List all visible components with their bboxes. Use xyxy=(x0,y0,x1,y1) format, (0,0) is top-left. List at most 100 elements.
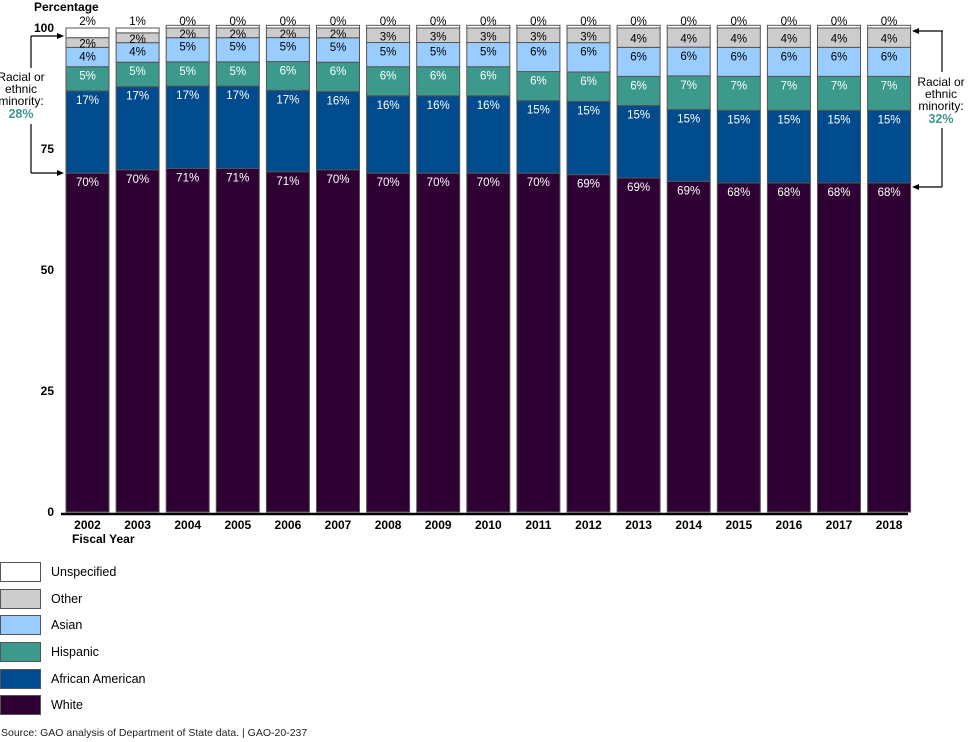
bar-2014 xyxy=(666,24,711,513)
bar-segment-african-american xyxy=(516,100,561,174)
segment-label: 15% xyxy=(727,114,750,126)
bar-segment-african-american xyxy=(165,85,210,169)
bar-segment-african-american xyxy=(265,89,310,173)
minority-annotation-left: Racial or ethnic minority: 28% xyxy=(0,33,64,176)
segment-label: 4% xyxy=(680,34,697,46)
segment-label: 0% xyxy=(480,16,497,28)
segment-label: 69% xyxy=(577,179,600,191)
segment-label: 0% xyxy=(730,16,747,28)
annotation-right-line2: ethnic xyxy=(925,87,957,101)
segment-label: 70% xyxy=(126,174,149,186)
bar-2005 xyxy=(215,24,260,513)
bar-segment-hispanic xyxy=(766,75,811,111)
bar-segment-unspecified xyxy=(616,24,661,29)
bar-segment-asian xyxy=(716,46,761,77)
segment-label: 5% xyxy=(229,42,246,54)
bar-segment-unspecified xyxy=(666,24,711,29)
y-tick-label: 25 xyxy=(41,384,55,398)
segment-label: 17% xyxy=(176,90,199,102)
bar-2003 xyxy=(115,27,160,513)
segment-label: 6% xyxy=(881,51,898,63)
legend-item-african-american: African American xyxy=(0,665,145,692)
bar-segment-african-american xyxy=(115,86,160,171)
segment-label: 2% xyxy=(79,16,96,28)
bar-segment-hispanic xyxy=(65,66,110,92)
bar-segment-unspecified xyxy=(867,24,912,29)
x-tick-label: 2015 xyxy=(725,518,752,532)
segment-label: 71% xyxy=(276,176,299,188)
bar-segment-white xyxy=(566,174,611,513)
x-tick-label: 2017 xyxy=(826,518,853,532)
segment-label: 6% xyxy=(430,71,447,83)
legend-item-unspecified: Unspecified xyxy=(0,559,145,586)
bar-segment-unspecified xyxy=(316,24,360,29)
segment-label: 0% xyxy=(831,16,848,28)
bar-segment-unspecified xyxy=(115,27,160,34)
x-tick-label: 2007 xyxy=(325,518,352,532)
annotation-right-line3: minority: xyxy=(918,99,963,113)
segment-label: 15% xyxy=(827,114,850,126)
bar-segment-white xyxy=(215,167,260,513)
segment-label: 2% xyxy=(229,29,246,41)
segment-label: 0% xyxy=(229,16,246,28)
segment-label: 71% xyxy=(226,172,249,184)
bar-2016 xyxy=(766,24,811,513)
bar-2018 xyxy=(867,24,912,513)
legend-label: Asian xyxy=(51,618,83,633)
segment-label: 17% xyxy=(276,94,299,106)
segment-label: 0% xyxy=(530,16,547,28)
bar-segment-african-american xyxy=(766,109,811,184)
bar-segment-african-american xyxy=(817,109,861,184)
x-tick-label: 2013 xyxy=(625,518,652,532)
segment-label: 69% xyxy=(677,185,700,197)
bar-segment-unspecified xyxy=(65,27,110,39)
bar-segment-white xyxy=(716,182,761,513)
legend-item-asian: Asian xyxy=(0,612,145,639)
bar-segment-african-american xyxy=(466,95,511,174)
bar-segment-unspecified xyxy=(466,24,511,29)
bar-2017 xyxy=(817,24,861,513)
x-axis-ticks: 2002 2003 2004 2005 2006 2007 2008 2009 2010 2011… xyxy=(74,518,903,532)
segment-label: 15% xyxy=(627,109,650,121)
x-tick-label: 2009 xyxy=(425,518,452,532)
bar-segment-white xyxy=(265,171,310,513)
segment-label: 0% xyxy=(580,16,597,28)
arrow-left-bottom xyxy=(57,170,64,176)
source-note: Source: GAO analysis of Department of St… xyxy=(1,727,308,739)
bar-2010 xyxy=(466,24,511,513)
x-tick-label: 2002 xyxy=(74,518,101,532)
segment-label: 7% xyxy=(730,80,747,92)
segment-label: 70% xyxy=(326,174,349,186)
legend-label: Other xyxy=(51,591,83,606)
bar-segment-african-american xyxy=(65,90,110,174)
bar-segment-white xyxy=(366,172,411,513)
bar-segment-asian xyxy=(516,42,561,73)
segment-label: 6% xyxy=(730,51,747,63)
x-tick-label: 2004 xyxy=(174,518,201,532)
segment-label: 3% xyxy=(430,31,447,43)
x-tick-label: 2011 xyxy=(525,518,551,532)
bar-segment-asian xyxy=(416,42,461,68)
bar-segment-asian xyxy=(566,42,611,73)
bar-segment-white xyxy=(867,182,912,513)
bar-segment-white xyxy=(115,169,160,513)
arrow-right-top xyxy=(912,28,919,34)
bar-segment-unspecified xyxy=(265,24,310,29)
bar-segment-white xyxy=(666,180,711,513)
bar-2015 xyxy=(716,24,761,513)
bar-2009 xyxy=(416,24,461,513)
bar-2004 xyxy=(165,24,210,513)
bar-segment-unspecified xyxy=(366,24,411,29)
segment-label: 17% xyxy=(126,91,149,103)
segment-label: 15% xyxy=(577,105,600,117)
segment-label: 0% xyxy=(179,16,196,28)
segment-label: 3% xyxy=(580,31,597,43)
y-tick-label: 100 xyxy=(34,21,54,35)
bar-segment-unspecified xyxy=(416,24,461,29)
x-tick-label: 2016 xyxy=(776,518,803,532)
segment-label: 6% xyxy=(580,76,597,88)
bar-segment-white xyxy=(466,172,511,513)
y-tick-label: 0 xyxy=(47,505,54,519)
segment-label: 3% xyxy=(530,31,547,43)
bar-segment-white xyxy=(616,177,661,513)
